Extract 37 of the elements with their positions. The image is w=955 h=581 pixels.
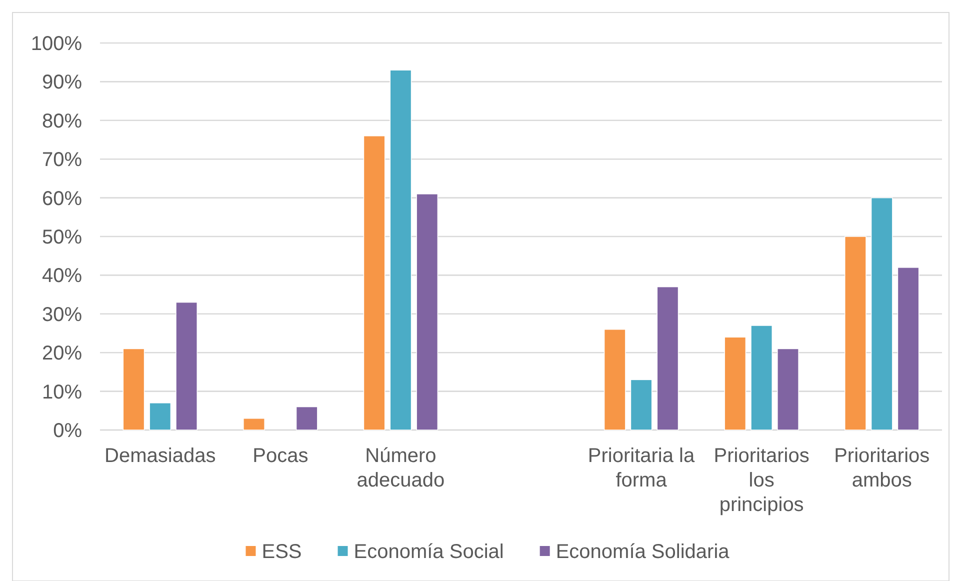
bar: [363, 136, 386, 430]
bar: [296, 406, 318, 430]
bar: [777, 348, 799, 430]
x-tick-label: Número adecuado: [356, 445, 445, 492]
bar: [750, 325, 773, 430]
y-tick-label: 10%: [42, 381, 82, 404]
x-tick-label: Prioritaria la forma: [588, 445, 696, 492]
bar: [656, 286, 679, 430]
x-tick-label: Demasiadas: [104, 445, 216, 467]
bar: [844, 236, 866, 430]
y-tick-label: 50%: [42, 226, 82, 248]
bar: [149, 402, 172, 430]
bar: [390, 70, 412, 430]
x-tick-label: Pocas: [252, 445, 308, 467]
y-tick-label: 60%: [42, 188, 82, 210]
bar: [870, 197, 893, 430]
y-tick-label: 90%: [42, 72, 82, 94]
y-tick-label: 80%: [42, 110, 82, 132]
legend-label: Economía Solidaria: [556, 541, 730, 563]
bar: [630, 379, 652, 430]
y-tick-label: 70%: [42, 149, 82, 172]
x-tick-label: Prioritarios los principios: [714, 445, 810, 516]
bar: [897, 267, 920, 430]
y-tick-label: 30%: [42, 304, 82, 326]
bar: [122, 348, 145, 430]
y-tick-label: 100%: [30, 33, 82, 55]
legend-label: Economía Social: [354, 541, 504, 563]
y-tick-label: 40%: [42, 265, 82, 288]
legend-label: ESS: [262, 541, 302, 563]
y-tick-label: 20%: [42, 342, 82, 365]
bar: [724, 336, 746, 430]
bar: [243, 418, 265, 430]
x-tick-label: Prioritarios ambos: [834, 445, 930, 492]
y-tick-label: 0%: [53, 420, 82, 442]
bar: [416, 194, 438, 430]
bar: [176, 302, 198, 430]
bar: [604, 329, 626, 430]
